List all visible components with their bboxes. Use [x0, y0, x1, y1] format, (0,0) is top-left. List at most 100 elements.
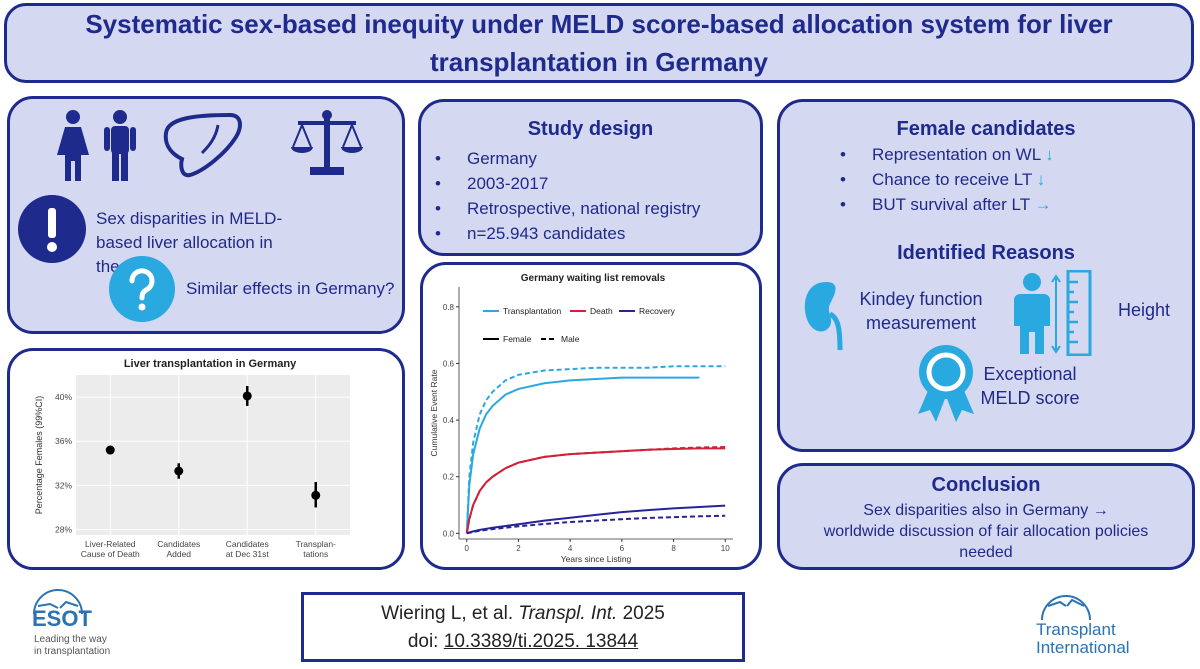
meld-text: Exceptional MELD score [980, 364, 1080, 408]
x-tick-label: Cause of Death [81, 549, 140, 559]
list-item: Retrospective, national registry [429, 196, 700, 221]
doi-link[interactable]: 10.3389/ti.2025. 13844 [443, 631, 639, 652]
reasons-heading: Identified Reasons [897, 242, 1075, 264]
height-text: Height [1118, 300, 1171, 320]
legend-label: Female [503, 334, 532, 344]
list-item: Germany [429, 146, 700, 171]
x-tick-label: 8 [671, 544, 676, 553]
arrow-down-icon: ↓ [1036, 170, 1046, 189]
people-icon [48, 109, 148, 181]
poster-title: Systematic sex-based inequity under MELD… [85, 9, 1113, 77]
x-tick-label: tations [303, 549, 328, 559]
x-tick-label: Candidates [157, 539, 200, 549]
chart-panel-percentage: Liver transplantation in Germany 28% 32% 36… [7, 348, 405, 570]
conclusion-line-1: Sex disparities also in Germany → [863, 502, 1109, 519]
percentage-chart: Liver transplantation in Germany 28% 32% 36… [34, 358, 350, 559]
series-line-transplantation-female [465, 376, 700, 534]
series-line-recovery-female [466, 504, 726, 535]
female-candidates-panel: Female candidates Representation on WL ↓… [777, 99, 1195, 452]
conclusion-line-3: needed [959, 544, 1013, 561]
list-item: BUT survival after LT → [834, 192, 1054, 217]
female-candidates-list: Representation on WL ↓ Chance to receive… [834, 142, 1054, 217]
arrow-right-icon: → [1034, 195, 1052, 214]
y-tick-label: 0.4 [443, 416, 455, 425]
list-item: 2003-2017 [429, 171, 700, 196]
title-banner: Systematic sex-based inequity under MELD… [4, 3, 1194, 83]
list-item: n=25.943 candidates [429, 221, 700, 246]
y-tick-label: 28% [55, 524, 72, 534]
citation-line: Wiering L, et al. Transpl. Int. 2025 [304, 600, 742, 628]
exclamation-icon [17, 194, 87, 264]
y-tick-label: 36% [55, 436, 72, 446]
data-point [242, 391, 252, 401]
transplant-international-logo: Transplant International [1036, 584, 1186, 664]
esot-logo: ESOT Leading the way in transplantation [28, 584, 178, 664]
x-tick-label: Liver-Related [85, 539, 136, 549]
esot-name: ESOT [32, 606, 92, 631]
citation-journal: Transpl. Int. [518, 603, 618, 624]
kidney-icon [800, 278, 850, 352]
x-tick-label: at Dec 31st [226, 549, 270, 559]
scales-icon [290, 109, 364, 179]
conclusion-panel: Conclusion Sex disparities also in Germa… [777, 463, 1195, 570]
list-item-text: BUT survival after LT [872, 195, 1030, 214]
y-axis-label: Percentage Females (99%CI) [34, 396, 44, 515]
chart-panel-removals: Germany waiting list removals 0.0 0.2 0.4 0.… [420, 262, 762, 570]
ruler-icon [1066, 270, 1092, 356]
y-tick-label: 0.2 [443, 473, 455, 482]
y-tick-label: 0.6 [443, 359, 455, 368]
list-item-text: Chance to receive LT [872, 170, 1033, 189]
data-point [311, 490, 321, 500]
plot-background [76, 375, 350, 535]
list-item-text: Representation on WL [872, 145, 1041, 164]
y-axis-label: Cumulative Event Rate [429, 369, 439, 456]
ti-line-2: International [1036, 638, 1130, 657]
y-tick-label: 0.0 [443, 529, 455, 538]
list-item: Chance to receive LT ↓ [834, 167, 1054, 192]
x-tick-label: 10 [721, 544, 730, 553]
x-tick-label: 6 [620, 544, 625, 553]
legend-label: Death [590, 306, 613, 316]
removals-chart: Germany waiting list removals 0.0 0.2 0.4 0.… [429, 273, 733, 564]
data-point [105, 445, 115, 455]
esot-tagline-2: in transplantation [34, 646, 111, 657]
x-tick-label: Added [166, 549, 191, 559]
person-height-icon [1012, 272, 1062, 356]
legend-label: Recovery [639, 306, 676, 316]
y-tick-label: 32% [55, 480, 72, 490]
citation-year: 2025 [622, 603, 665, 624]
list-item: Representation on WL ↓ [834, 142, 1054, 167]
series-line-transplantation-male [465, 365, 726, 534]
doi-label: doi: [407, 631, 439, 652]
legend-label: Male [561, 334, 580, 344]
study-design-panel: Study design Germany 2003-2017 Retrospec… [418, 99, 763, 256]
study-design-heading: Study design [527, 118, 654, 140]
conclusion-heading: Conclusion [931, 474, 1041, 496]
legend-label: Transplantation [503, 306, 562, 316]
kidney-text: Kindey function measurement [859, 289, 983, 333]
x-tick-label: 2 [516, 544, 521, 553]
chart-title: Liver transplantation in Germany [124, 358, 297, 370]
y-tick-label: 0.8 [443, 303, 455, 312]
x-tick-label: Transplan- [296, 539, 336, 549]
chart-title: Germany waiting list removals [521, 273, 666, 284]
x-axis-label: Years since Listing [561, 554, 632, 564]
citation-box: Wiering L, et al. Transpl. Int. 2025 doi… [301, 592, 745, 662]
question-text: Similar effects in Germany? [186, 279, 395, 298]
citation-authors: Wiering L, et al. [381, 603, 514, 624]
arrow-down-icon: ↓ [1045, 145, 1054, 164]
study-design-list: Germany 2003-2017 Retrospective, nationa… [429, 146, 700, 246]
data-point [174, 466, 184, 476]
background-panel: Sex disparities in MELD-based liver allo… [7, 96, 405, 334]
ti-globe-icon [1041, 595, 1091, 621]
x-tick-label: Candidates [226, 539, 269, 549]
doi-line: doi: 10.3389/ti.2025. 13844 [304, 628, 742, 656]
liver-icon [160, 109, 244, 181]
series-line-death-male [465, 446, 726, 534]
esot-tagline-1: Leading the way [34, 634, 107, 645]
series-line-recovery-male [466, 514, 726, 535]
ti-line-1: Transplant [1036, 620, 1116, 639]
question-icon [108, 255, 176, 323]
award-icon [916, 342, 976, 424]
conclusion-line-2: worldwide discussion of fair allocation … [823, 523, 1149, 540]
